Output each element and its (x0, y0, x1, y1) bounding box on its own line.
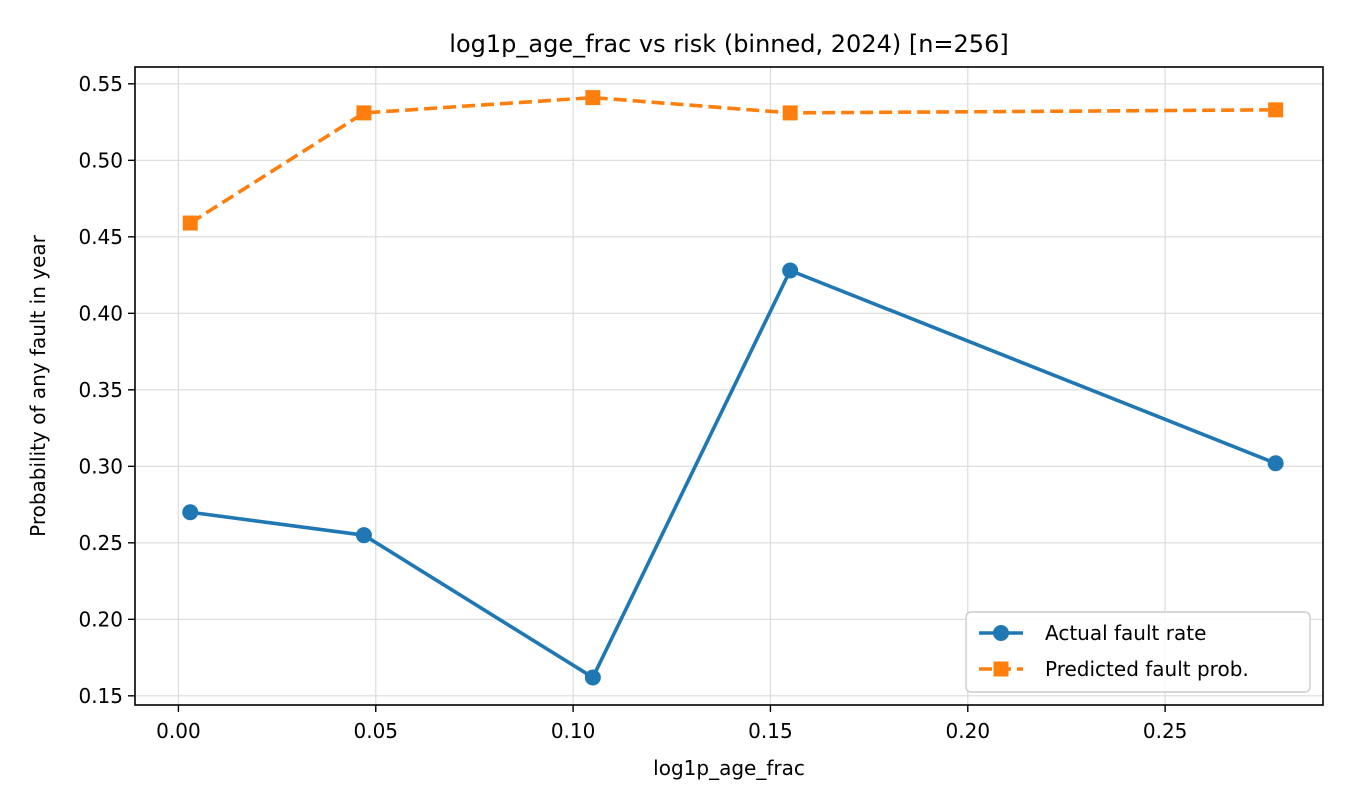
y-tick-label: 0.55 (78, 72, 123, 96)
y-tick-label: 0.45 (78, 225, 123, 249)
x-axis-title: log1p_age_frac (653, 756, 805, 780)
x-tick-label: 0.15 (748, 719, 793, 743)
series-layer (182, 90, 1284, 686)
data-point-predicted (182, 215, 198, 231)
data-point-actual (584, 669, 601, 686)
y-tick-label: 0.40 (78, 301, 123, 325)
y-tick-label: 0.25 (78, 531, 123, 555)
data-point-predicted (356, 105, 372, 121)
x-tick-label: 0.10 (551, 719, 596, 743)
x-tick-label: 0.05 (353, 719, 398, 743)
x-tick-label: 0.20 (946, 719, 991, 743)
data-point-actual (355, 527, 372, 544)
data-point-predicted (782, 105, 798, 121)
legend-marker-predicted (993, 661, 1009, 677)
legend: Actual fault rate Predicted fault prob. (965, 611, 1311, 693)
tick-layer: 0.00 0.05 0.10 0.15 0.20 0.25 0.15 0.20 0.25 0.30… (78, 72, 1187, 743)
plot-frame (134, 66, 1324, 706)
legend-marker-actual (993, 625, 1009, 641)
data-point-actual (182, 504, 199, 521)
y-axis-title: Probability of any fault in year (26, 234, 50, 537)
legend-label-0: Actual fault rate (1045, 621, 1206, 645)
data-point-actual (782, 262, 799, 279)
y-tick-label: 0.50 (78, 148, 123, 172)
y-tick-label: 0.30 (78, 454, 123, 478)
x-tick-label: 0.00 (156, 719, 201, 743)
legend-box (965, 611, 1311, 693)
y-tick-label: 0.35 (78, 378, 123, 402)
data-point-predicted (585, 90, 601, 106)
legend-label-1: Predicted fault prob. (1045, 657, 1249, 681)
series-line-1 (189, 95, 1276, 225)
y-tick-label: 0.15 (78, 684, 123, 708)
data-point-actual (1267, 455, 1284, 472)
grid-layer (135, 67, 1323, 705)
y-tick-label: 0.20 (78, 607, 123, 631)
chart-title: log1p_age_frac vs risk (binned, 2024) [n… (449, 30, 1008, 58)
data-point-predicted (1268, 102, 1284, 118)
x-tick-label: 0.25 (1143, 719, 1188, 743)
